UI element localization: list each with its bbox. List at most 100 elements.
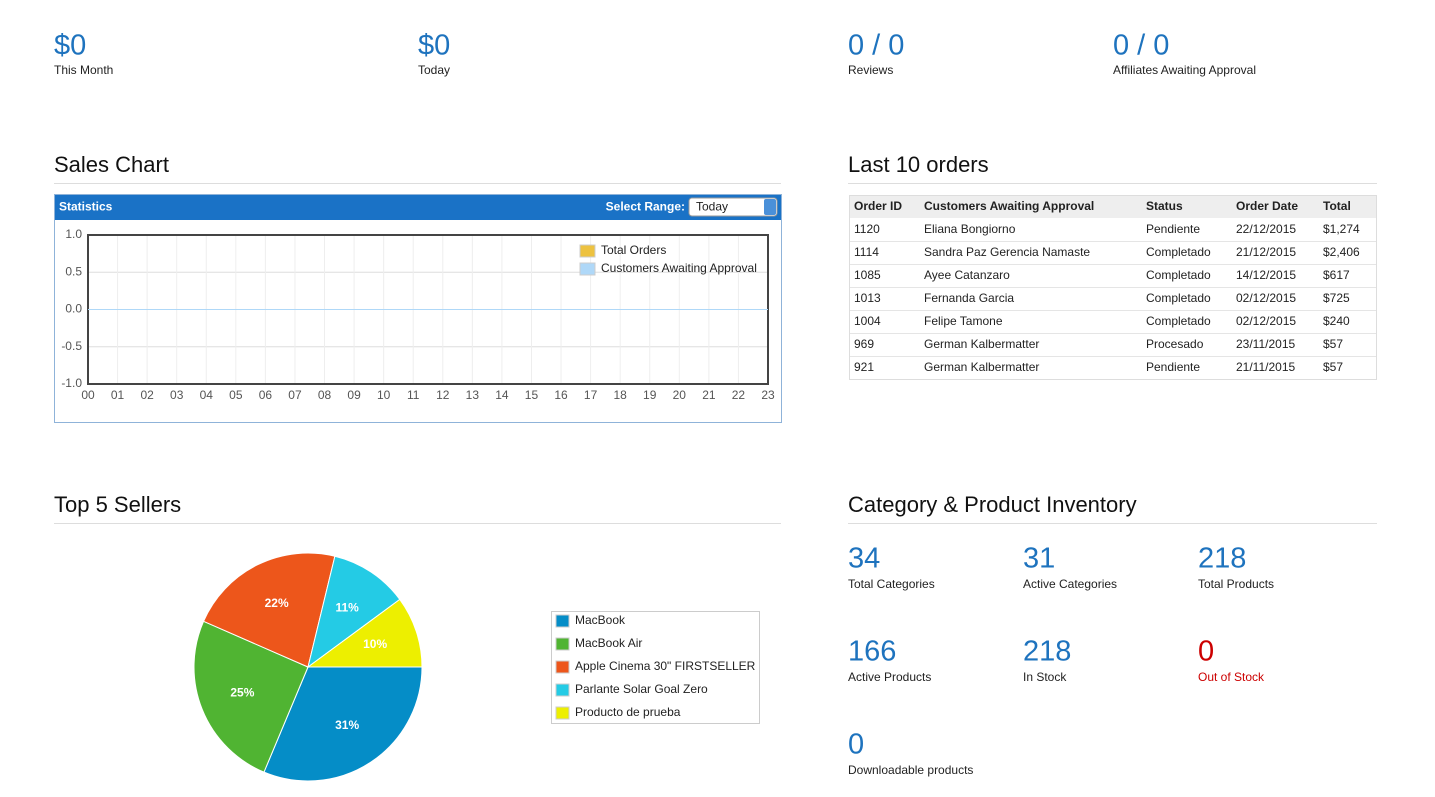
table-cell: 02/12/2015 [1236, 314, 1296, 328]
legend-label: Apple Cinema 30" FIRSTSELLER [575, 659, 756, 673]
legend-swatch [555, 683, 570, 697]
x-tick-label: 05 [229, 388, 243, 402]
x-tick-label: 09 [347, 388, 361, 402]
stat-value: 0 / 0 [1113, 30, 1169, 62]
stat-label: This Month [54, 63, 113, 77]
inventory-value: 0 [848, 729, 864, 761]
table-cell: Completado [1146, 291, 1211, 305]
pie-label: 22% [265, 596, 289, 610]
table-cell: $2,406 [1323, 245, 1360, 259]
table-cell: 1004 [854, 314, 881, 328]
table-cell: $1,274 [1323, 222, 1360, 236]
inventory-value: 34 [848, 543, 880, 575]
x-tick-label: 14 [495, 388, 509, 402]
y-tick-label: -1.0 [61, 376, 82, 390]
table-cell: 969 [854, 337, 874, 351]
pie-slice [263, 666, 423, 782]
range-value: Today [696, 200, 728, 214]
range-arrow [764, 199, 776, 215]
table-cell: 1085 [854, 268, 881, 282]
legend-label: MacBook Air [575, 636, 642, 650]
table-cell: Completado [1146, 245, 1211, 259]
table-header-cell: Order Date [1236, 199, 1298, 213]
inventory-label: In Stock [1023, 670, 1067, 684]
y-tick-label: 1.0 [65, 227, 82, 241]
legend-swatch [555, 706, 570, 720]
legend-swatch [555, 637, 570, 651]
table-header-cell: Customers Awaiting Approval [924, 199, 1094, 213]
y-tick-label: 0.0 [65, 302, 82, 316]
pie-label: 25% [230, 685, 254, 699]
table-cell: Completado [1146, 314, 1211, 328]
pie-slice [306, 598, 423, 668]
table-cell: 921 [854, 360, 874, 374]
table-cell: 21/12/2015 [1236, 245, 1296, 259]
stat-value: $0 [418, 30, 450, 62]
legend-label: Customers Awaiting Approval [601, 261, 757, 275]
inventory-label: Active Categories [1023, 577, 1117, 591]
table-cell: Ayee Catanzaro [924, 268, 1010, 282]
range-select[interactable] [688, 197, 778, 217]
x-tick-label: 11 [407, 388, 420, 402]
pie-slice [202, 552, 336, 668]
table-cell: 22/12/2015 [1236, 222, 1296, 236]
stat-label: Affiliates Awaiting Approval [1113, 63, 1256, 77]
pie-slice [193, 620, 309, 773]
legend-label: Producto de prueba [575, 705, 681, 719]
section-heading: Category & Product Inventory [848, 492, 1137, 517]
x-tick-label: 21 [702, 388, 716, 402]
table-cell: Pendiente [1146, 222, 1200, 236]
table-cell: $57 [1323, 360, 1343, 374]
table-cell: $617 [1323, 268, 1350, 282]
legend-swatch [579, 262, 596, 276]
table-cell: 1120 [854, 222, 880, 236]
legend-label: MacBook [575, 613, 626, 627]
inventory-label: Downloadable products [848, 763, 973, 777]
table-cell: $240 [1323, 314, 1350, 328]
inventory-label: Out of Stock [1198, 670, 1265, 684]
inventory-value: 218 [1023, 636, 1071, 668]
x-tick-label: 01 [111, 388, 125, 402]
inventory-value: 166 [848, 636, 896, 668]
panel-header [55, 195, 781, 220]
range-label: Select Range: [606, 200, 685, 214]
table-cell: Completado [1146, 268, 1211, 282]
x-tick-label: 17 [584, 388, 598, 402]
section-heading: Top 5 Sellers [54, 492, 181, 517]
pie-label: 31% [335, 718, 359, 732]
table-cell: 23/11/2015 [1236, 337, 1295, 351]
x-tick-label: 10 [377, 388, 391, 402]
inventory-label: Total Categories [848, 577, 935, 591]
legend-swatch [579, 244, 596, 258]
x-tick-label: 13 [466, 388, 480, 402]
table-cell: Procesado [1146, 337, 1204, 351]
table-cell: Sandra Paz Gerencia Namaste [924, 245, 1090, 259]
x-tick-label: 15 [525, 388, 539, 402]
y-tick-label: 0.5 [65, 264, 82, 278]
inventory-label: Active Products [848, 670, 931, 684]
table-cell: 1013 [854, 291, 881, 305]
table-cell: Pendiente [1146, 360, 1200, 374]
x-tick-label: 20 [673, 388, 687, 402]
table-header-cell: Status [1146, 199, 1183, 213]
table-cell: German Kalbermatter [924, 337, 1039, 351]
stat-value: 0 / 0 [848, 30, 904, 62]
x-tick-label: 08 [318, 388, 332, 402]
section-heading: Last 10 orders [848, 152, 989, 177]
x-tick-label: 22 [732, 388, 746, 402]
stat-label: Today [418, 63, 450, 77]
pie-legend [551, 611, 760, 724]
table-header-cell: Total [1323, 199, 1351, 213]
x-tick-label: 02 [140, 388, 154, 402]
pie-slice [307, 555, 401, 669]
x-tick-label: 07 [288, 388, 302, 402]
table-cell: $725 [1323, 291, 1350, 305]
inventory-value: 31 [1023, 543, 1055, 575]
inventory-value: 218 [1198, 543, 1246, 575]
table-cell: 21/11/2015 [1236, 360, 1295, 374]
table-cell: Fernanda Garcia [924, 291, 1014, 305]
inventory-label: Total Products [1198, 577, 1274, 591]
x-tick-label: 23 [761, 388, 775, 402]
